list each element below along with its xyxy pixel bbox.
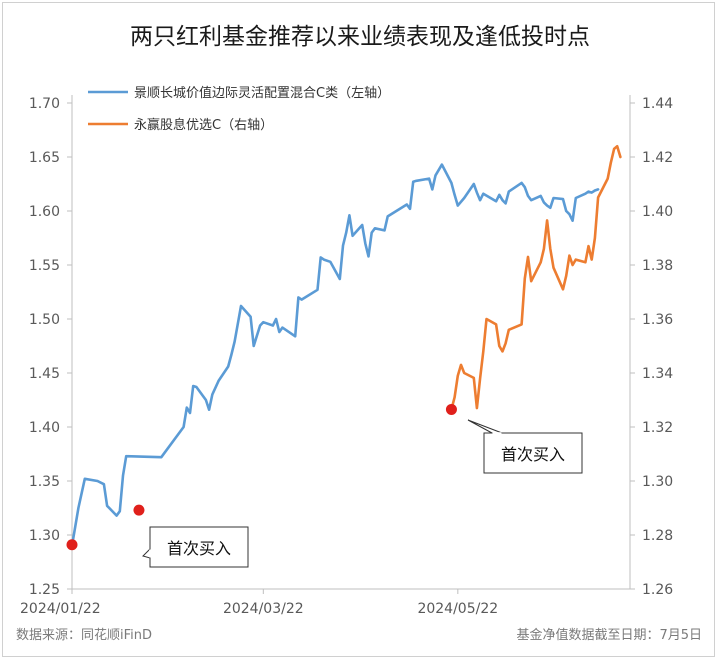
buy-point-marker xyxy=(445,403,457,415)
callout-box xyxy=(483,432,583,474)
legend-label: 景顺长城价值边际灵活配置混合C类（左轴） xyxy=(134,85,390,101)
y-left-tick-label: 1.45 xyxy=(29,366,60,382)
y-left-tick-label: 1.50 xyxy=(29,312,60,328)
series-group xyxy=(70,144,622,548)
legend-group: 景顺长城价值边际灵活配置混合C类（左轴） 永赢股息优选C（右轴） xyxy=(88,85,390,133)
y-right-tick-label: 1.42 xyxy=(642,150,673,166)
buy-point-marker xyxy=(133,504,145,516)
y-left-tick-label: 1.40 xyxy=(29,420,60,436)
callout-label: 首次买入 xyxy=(501,445,565,464)
y-right-tick-label: 1.36 xyxy=(642,312,673,328)
y-left-tick-label: 1.35 xyxy=(29,474,60,490)
y-left-tick-label: 1.65 xyxy=(29,150,60,166)
y-left-tick-label: 1.30 xyxy=(29,528,60,544)
y-right-tick-label: 1.38 xyxy=(642,258,673,274)
y-right-tick-label: 1.30 xyxy=(642,474,673,490)
callout-pointer xyxy=(142,547,151,559)
x-tick-label: 2024/03/22 xyxy=(223,601,304,617)
callout-box xyxy=(149,526,249,568)
source-note: 数据来源：同花顺iFinD xyxy=(16,627,152,643)
y-right-tick-label: 1.40 xyxy=(642,204,673,220)
y-left-tick-label: 1.60 xyxy=(29,204,60,220)
axes-group: 1.25 1.30 1.35 1.40 1.45 1.50 1.55 1.60 1.65 1.70… xyxy=(20,95,673,617)
x-tick-label: 2024/01/22 xyxy=(20,601,101,617)
markers-group xyxy=(66,403,457,551)
series-line-jingshun xyxy=(70,163,600,548)
callout-label: 首次买入 xyxy=(167,539,231,558)
callout-pointer xyxy=(467,419,503,434)
legend-label: 永赢股息优选C（右轴） xyxy=(134,117,273,133)
y-right-tick-label: 1.26 xyxy=(642,582,673,598)
y-right-tick-label: 1.28 xyxy=(642,528,673,544)
chart-title: 两只红利基金推荐以来业绩表现及逢低投时点 xyxy=(130,24,590,50)
x-tick-label: 2024/05/22 xyxy=(417,601,498,617)
y-right-tick-label: 1.32 xyxy=(642,420,673,436)
y-left-tick-label: 1.25 xyxy=(29,582,60,598)
series-line-yongying xyxy=(450,144,622,411)
y-right-tick-label: 1.34 xyxy=(642,366,673,382)
date-note: 基金净值数据截至日期：7月5日 xyxy=(516,627,702,643)
y-left-tick-label: 1.55 xyxy=(29,258,60,274)
y-left-tick-label: 1.70 xyxy=(29,96,60,112)
buy-point-marker xyxy=(66,539,78,551)
y-right-tick-label: 1.44 xyxy=(642,96,673,112)
